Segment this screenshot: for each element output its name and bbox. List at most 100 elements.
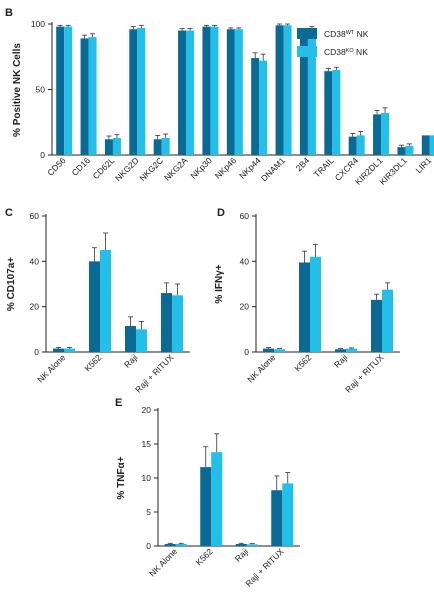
- y-tick-label: 0: [146, 541, 151, 551]
- y-tick-label: 50: [36, 85, 46, 95]
- x-category-label: NKG2D: [113, 155, 141, 183]
- bar: [226, 29, 235, 156]
- x-category-label: CD56: [45, 155, 68, 178]
- bar: [178, 30, 187, 155]
- y-axis-label: % CD107a+: [6, 257, 17, 311]
- bar: [64, 348, 75, 352]
- x-category-label: LIR1: [413, 155, 433, 175]
- y-tick-label: 100: [31, 19, 45, 29]
- panel-b: B 0 50 100 % Positive NK Cells CD56 CD16CD62L…: [5, 7, 434, 187]
- bar: [310, 256, 321, 352]
- y-tick-label: 5: [146, 507, 151, 517]
- bar: [299, 31, 308, 155]
- bar: [251, 58, 260, 156]
- bar: [246, 544, 258, 546]
- y-tick-label: 40: [240, 256, 250, 266]
- y-tick-label: 20: [142, 405, 152, 415]
- bar: [64, 26, 73, 156]
- bar: [332, 69, 341, 155]
- y-axis-label: % TNFα+: [116, 456, 127, 499]
- bar: [259, 60, 268, 155]
- x-category-label: Raji + RITUX: [243, 546, 286, 589]
- legend-label-ko: CD38KO NK: [324, 47, 368, 57]
- x-category-label: NKG2C: [137, 155, 165, 183]
- x-category-label: NKp30: [188, 155, 214, 181]
- bar: [137, 27, 146, 155]
- panel-letter-d: D: [217, 207, 225, 219]
- x-category-label: CD62L: [91, 155, 117, 181]
- panel-letter-b: B: [5, 7, 13, 19]
- legend: CD38WT NK CD38KO NK: [297, 28, 369, 57]
- legend-swatch-ko: [297, 46, 317, 57]
- y-tick-label: 40: [30, 256, 40, 266]
- y-tick-label: 10: [142, 473, 152, 483]
- x-category-label: 2B4: [294, 155, 312, 173]
- panel-letter-e: E: [115, 397, 122, 409]
- y-tick-label: 15: [142, 439, 152, 449]
- x-category-label: Raji: [233, 546, 251, 564]
- bar: [397, 147, 406, 155]
- y-tick-label: 20: [240, 302, 250, 312]
- bar: [56, 26, 65, 156]
- bar: [275, 25, 284, 156]
- bar: [153, 139, 162, 155]
- panel-letter-c: C: [5, 207, 13, 219]
- bar: [211, 452, 223, 546]
- bar: [161, 137, 170, 155]
- x-category-label: NK Alone: [245, 352, 277, 384]
- bar: [382, 289, 393, 352]
- bar: [299, 262, 310, 352]
- bar: [112, 137, 121, 155]
- bar: [274, 349, 285, 352]
- bar: [348, 136, 357, 155]
- legend-label-wt: CD38WT NK: [324, 29, 369, 39]
- bar: [371, 299, 382, 352]
- bar: [88, 37, 97, 155]
- bar: [271, 490, 283, 546]
- y-axis-label: % IFNγ+: [214, 264, 225, 303]
- x-category-label: Raji: [332, 352, 350, 370]
- bar: [210, 26, 219, 156]
- legend-swatch-wt: [297, 28, 317, 39]
- bar: [335, 349, 346, 352]
- bar: [175, 543, 187, 546]
- bar: [172, 295, 183, 352]
- x-category-label: DNAM1: [259, 155, 287, 183]
- bar: [164, 543, 176, 546]
- y-tick-label: 0: [34, 347, 39, 357]
- x-category-label: K562: [194, 546, 215, 567]
- x-category-label: K562: [292, 352, 313, 373]
- bar: [125, 325, 136, 352]
- bar: [186, 30, 195, 155]
- y-tick-label: 60: [30, 211, 40, 221]
- bar: [202, 26, 211, 156]
- x-category-label: Raji + RITUX: [133, 352, 176, 395]
- bar: [346, 348, 357, 352]
- bar: [421, 135, 430, 155]
- x-category-label: Raji + RITUX: [343, 352, 386, 395]
- bar: [104, 139, 113, 155]
- x-category-label: NKp46: [213, 155, 239, 181]
- bar: [282, 483, 294, 546]
- bar: [80, 38, 89, 155]
- bar: [161, 293, 172, 352]
- y-tick-label: 60: [240, 211, 250, 221]
- x-category-label: CD16: [70, 155, 93, 178]
- bar: [263, 348, 274, 352]
- y-tick-label: 0: [244, 347, 249, 357]
- bar: [307, 29, 316, 156]
- bar: [200, 467, 212, 546]
- y-axis-label: % Positive NK Cells: [12, 43, 23, 137]
- bar: [53, 348, 64, 352]
- x-category-label: K562: [82, 352, 103, 373]
- x-category-label: KIR3DL1: [377, 155, 409, 187]
- bar: [283, 25, 292, 156]
- bar: [234, 29, 243, 156]
- bar: [324, 71, 333, 155]
- x-category-label: Raji: [122, 352, 140, 370]
- x-category-label: NK Alone: [147, 546, 179, 578]
